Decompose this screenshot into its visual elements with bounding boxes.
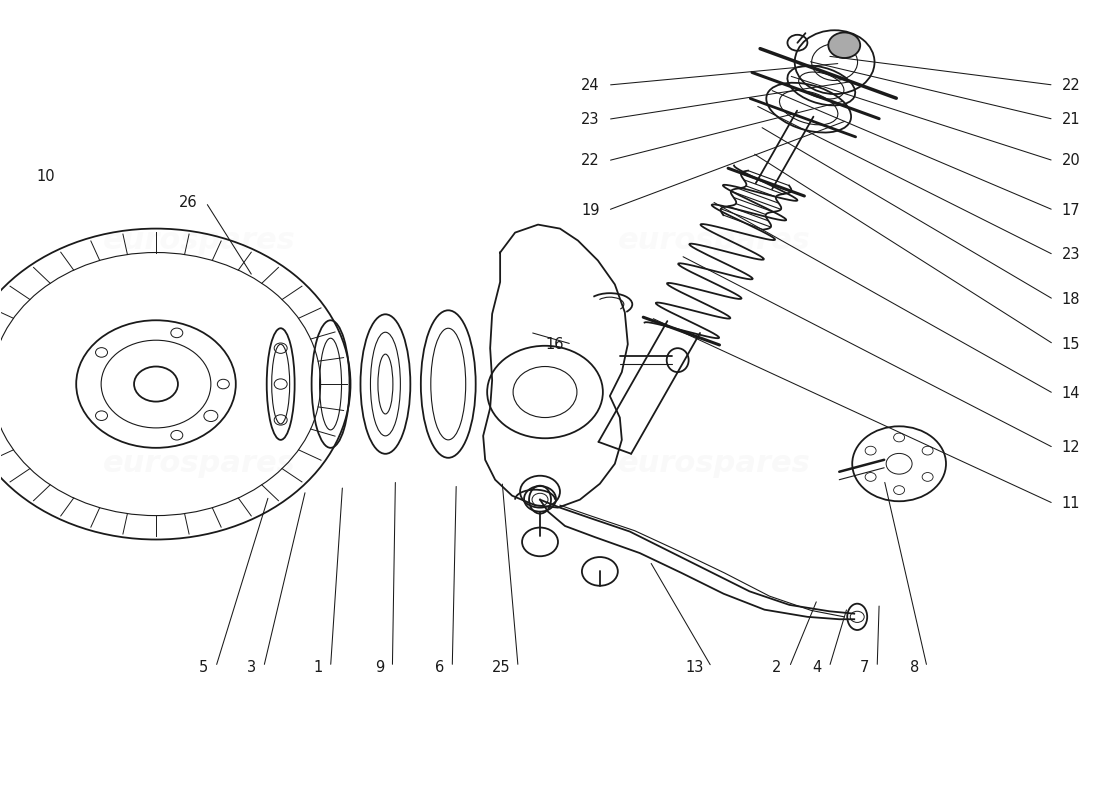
Text: 19: 19 [582, 202, 600, 218]
Text: eurospares: eurospares [102, 450, 295, 478]
Text: 22: 22 [1062, 78, 1080, 93]
Text: 1: 1 [314, 659, 322, 674]
Text: 15: 15 [1062, 337, 1080, 352]
Text: 2: 2 [772, 659, 781, 674]
Text: 18: 18 [1062, 292, 1080, 307]
Text: 12: 12 [1062, 440, 1080, 455]
Text: 4: 4 [812, 659, 822, 674]
Text: 23: 23 [582, 112, 600, 127]
Circle shape [828, 33, 860, 58]
Text: 20: 20 [1062, 154, 1080, 168]
Text: 3: 3 [246, 659, 255, 674]
Text: 17: 17 [1062, 202, 1080, 218]
Text: 22: 22 [581, 154, 600, 168]
Text: 5: 5 [199, 659, 208, 674]
Text: 16: 16 [546, 337, 564, 352]
Text: 21: 21 [1062, 112, 1080, 127]
Text: 13: 13 [685, 659, 704, 674]
Text: eurospares: eurospares [618, 226, 811, 255]
Text: 7: 7 [860, 659, 869, 674]
Text: 23: 23 [1062, 247, 1080, 262]
Text: eurospares: eurospares [618, 450, 811, 478]
Text: 24: 24 [581, 78, 600, 93]
Text: eurospares: eurospares [102, 226, 295, 255]
Text: 9: 9 [375, 659, 384, 674]
Text: 8: 8 [910, 659, 920, 674]
Text: 26: 26 [179, 194, 198, 210]
Text: 14: 14 [1062, 386, 1080, 401]
Text: 11: 11 [1062, 496, 1080, 511]
Text: 10: 10 [36, 170, 55, 184]
Text: 25: 25 [492, 659, 510, 674]
Text: 6: 6 [434, 659, 444, 674]
